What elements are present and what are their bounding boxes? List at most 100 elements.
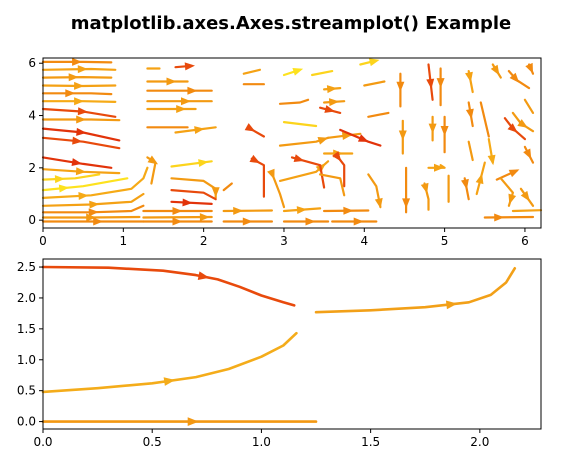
streamline-top-46 [290, 156, 326, 189]
streamline-arrow-top-76-0 [465, 71, 473, 83]
streamline-arrow-top-43-0 [296, 206, 307, 215]
x-tick-label-bottom-2: 1.0 [252, 435, 271, 449]
streamline-top-30 [170, 189, 217, 201]
streamline-arrow-top-91-0 [523, 148, 532, 160]
streamline-top-63 [367, 111, 390, 118]
streamline-arrow-top-94-0 [494, 213, 505, 222]
streamline-arrow-top-74-0 [440, 126, 449, 136]
streamline-arrow-top-20-0 [184, 62, 195, 71]
axes-top: 0 1 2 3 4 5 6 0 2 4 6 [28, 56, 543, 248]
streamline-arrow-top-28-0 [198, 159, 209, 168]
streamline-arrow-top-10-0 [71, 158, 83, 167]
streamline-arrow-top-52-0 [326, 85, 338, 94]
streamline-arrow-top-41-0 [242, 217, 253, 226]
streamline-top-39 [222, 182, 233, 192]
streamline-arrow-top-11-0 [75, 167, 87, 176]
streamline-bottom-1 [314, 267, 517, 314]
streamline-arrow-top-84-0 [508, 193, 517, 205]
streamline-arrow-top-0-0 [72, 57, 83, 66]
streamline-arrow-top-44-0 [305, 217, 316, 226]
streamline-arrow-top-24-0 [176, 105, 187, 113]
streamline-top-49 [278, 98, 310, 105]
y-tick-label-bottom-4: 2.0 [17, 291, 36, 305]
axes-bottom-xticks: 0.0 0.5 1.0 1.5 2.0 [33, 429, 489, 449]
streamline-top-9 [41, 136, 121, 150]
streamline-arrow-top-33-0 [199, 213, 210, 222]
axes-top-plot-area [41, 57, 543, 226]
streamline-arrow-top-12-0 [54, 175, 65, 184]
streamline-arrow-top-31-0 [182, 198, 193, 207]
streamline-arrow-top-15-0 [89, 200, 100, 209]
streamline-top-94 [483, 215, 535, 219]
streamline-top-93 [511, 209, 543, 213]
streamline-arrow-top-38-0 [249, 154, 261, 164]
axes-bottom-yticks: 0.0 0.5 1.0 1.5 2.0 2.5 [17, 260, 43, 429]
streamline-arrow-top-27-0 [147, 155, 159, 165]
y-tick-label-top-3: 6 [28, 56, 36, 70]
streamline-arrow-top-2-0 [68, 73, 79, 82]
x-tick-label-bottom-0: 0.0 [33, 435, 52, 449]
x-tick-label-top-6: 6 [521, 234, 529, 248]
streamline-arrow-top-57-0 [332, 151, 342, 162]
streamline-arrow-top-34-0 [172, 217, 183, 226]
streamline-arrow-top-29-0 [211, 187, 220, 198]
streamline-arrow-top-7-0 [76, 115, 87, 124]
streamline-top-12 [41, 173, 101, 181]
streamline-arrow-top-1-0 [77, 65, 88, 74]
streamline-top-1 [41, 67, 117, 71]
streamline-arrow-top-61-0 [374, 197, 383, 209]
y-tick-label-top-0: 0 [28, 213, 36, 227]
streamline-arrow-top-71-0 [426, 78, 435, 89]
streamline-top-90 [523, 98, 535, 114]
streamline-arrow-top-62-0 [357, 134, 369, 142]
streamline-top-42 [270, 172, 286, 209]
streamline-arrow-top-8-0 [76, 127, 87, 136]
streamline-arrow-top-16-0 [88, 208, 99, 217]
x-tick-label-bottom-4: 2.0 [470, 435, 489, 449]
streamline-top-64 [363, 80, 386, 87]
streamline-arrow-top-59-0 [343, 206, 354, 215]
streamline-arrow-top-89-0 [525, 62, 534, 74]
streamline-arrow-top-85-0 [507, 123, 518, 133]
streamline-arrow-top-55-0 [341, 132, 353, 140]
streamline-arrow-top-73-0 [428, 123, 437, 134]
streamline-bottom-0 [41, 265, 296, 307]
streamline-top-38 [250, 157, 265, 198]
streamline-arrow-top-46-0 [293, 154, 305, 163]
streamline-arrow-top-86-0 [509, 72, 520, 83]
x-tick-label-top-1: 1 [120, 234, 128, 248]
y-tick-label-bottom-1: 0.5 [17, 384, 36, 398]
streamline-arrow-top-14-0 [78, 191, 89, 200]
streamline-top-13 [41, 177, 129, 192]
streamline-top-4 [41, 92, 113, 96]
streamline-arrow-top-22-0 [187, 86, 198, 95]
streamline-top-51 [311, 70, 334, 77]
streamline-arrow-top-87-0 [517, 119, 528, 128]
streamline-arrow-top-82-0 [487, 154, 496, 166]
streamline-top-40 [222, 209, 273, 213]
streamline-arrow-top-88-0 [490, 64, 500, 76]
streamline-top-0 [41, 60, 113, 64]
streamline-arrow-top-92-0 [520, 190, 530, 202]
streamline-arrow-top-47-0 [317, 137, 329, 145]
y-tick-label-top-2: 4 [28, 109, 36, 123]
streamline-arrow-top-3-0 [74, 81, 85, 90]
streamline-top-10 [41, 156, 113, 169]
streamline-arrow-top-26-0 [194, 126, 205, 135]
streamline-top-48 [282, 121, 318, 128]
streamline-arrow-top-17-0 [86, 213, 97, 222]
streamline-arrow-top-18-0 [93, 217, 104, 226]
y-tick-label-bottom-2: 1.0 [17, 353, 36, 367]
streamline-top-69 [427, 164, 446, 169]
streamline-arrow-top-83-0 [508, 169, 520, 178]
streamline-arrow-top-67-0 [398, 130, 407, 141]
streamline-arrow-top-32-0 [172, 207, 183, 215]
streamline-arrow-bottom-3-0 [187, 417, 199, 426]
axes-bottom-frame [42, 258, 542, 430]
streamline-arrow-top-13-0 [58, 184, 70, 193]
x-tick-label-top-3: 3 [280, 234, 288, 248]
axes-top-yticks: 0 2 4 6 [28, 56, 43, 227]
streamline-arrow-top-60-0 [353, 217, 364, 226]
axes-top-frame [42, 57, 542, 229]
streamline-arrow-bottom-2-0 [163, 377, 176, 386]
